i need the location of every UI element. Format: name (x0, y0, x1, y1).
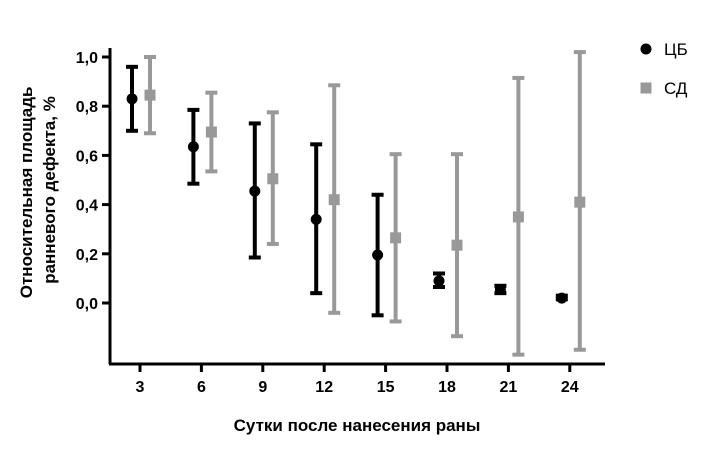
y-tick-label: 0,6 (76, 148, 98, 165)
x-ticks: 3 6 9 12 15 18 21 24 (136, 364, 579, 396)
x-tick-label: 12 (315, 379, 333, 396)
y-tick-label: 0,4 (76, 198, 98, 215)
x-tick-label: 24 (561, 379, 579, 396)
data-point (144, 89, 156, 101)
series-2 (144, 50, 586, 357)
legend-label: СД (664, 79, 688, 98)
x-tick-label: 15 (377, 379, 395, 396)
x-tick-label: 21 (500, 379, 518, 396)
y-axis-title-line-1: Относительная площадь (17, 86, 36, 298)
data-point (310, 213, 322, 225)
x-tick-label: 3 (136, 379, 145, 396)
y-ticks: 1,0 0,8 0,6 0,4 0,2 0,0 (76, 50, 110, 313)
x-tick-label: 18 (438, 379, 456, 396)
y-tick-label: 1,0 (76, 50, 98, 67)
x-tick-label: 9 (258, 379, 267, 396)
axes (108, 48, 605, 366)
y-tick-label: 0,0 (76, 296, 98, 313)
data-point (267, 173, 279, 185)
x-tick-label: 6 (197, 379, 206, 396)
data-point (372, 249, 384, 261)
legend: ЦБ СД (640, 40, 688, 98)
data-point (187, 141, 199, 153)
y-axis-title: Относительная площадь ранневого дефекта,… (17, 82, 59, 299)
data-point (126, 93, 138, 105)
data-point (328, 194, 340, 206)
data-point (433, 275, 445, 287)
legend-marker (640, 82, 652, 94)
series-1 (126, 64, 568, 318)
data-point (249, 185, 261, 197)
y-tick-label: 0,2 (76, 247, 98, 264)
data-point (494, 283, 506, 295)
legend-label: ЦБ (664, 40, 688, 59)
x-axis-title: Сутки после нанесения раны (234, 416, 481, 435)
data-point (205, 126, 217, 138)
y-tick-label: 0,8 (76, 99, 98, 116)
data-point (390, 232, 402, 244)
data-point (556, 292, 568, 304)
data-point (451, 239, 463, 251)
series-layer (126, 50, 586, 357)
legend-marker (640, 43, 652, 55)
y-axis-title-line-2: ранневого дефекта, % (40, 96, 59, 284)
data-point (512, 211, 524, 223)
data-point (574, 196, 586, 208)
